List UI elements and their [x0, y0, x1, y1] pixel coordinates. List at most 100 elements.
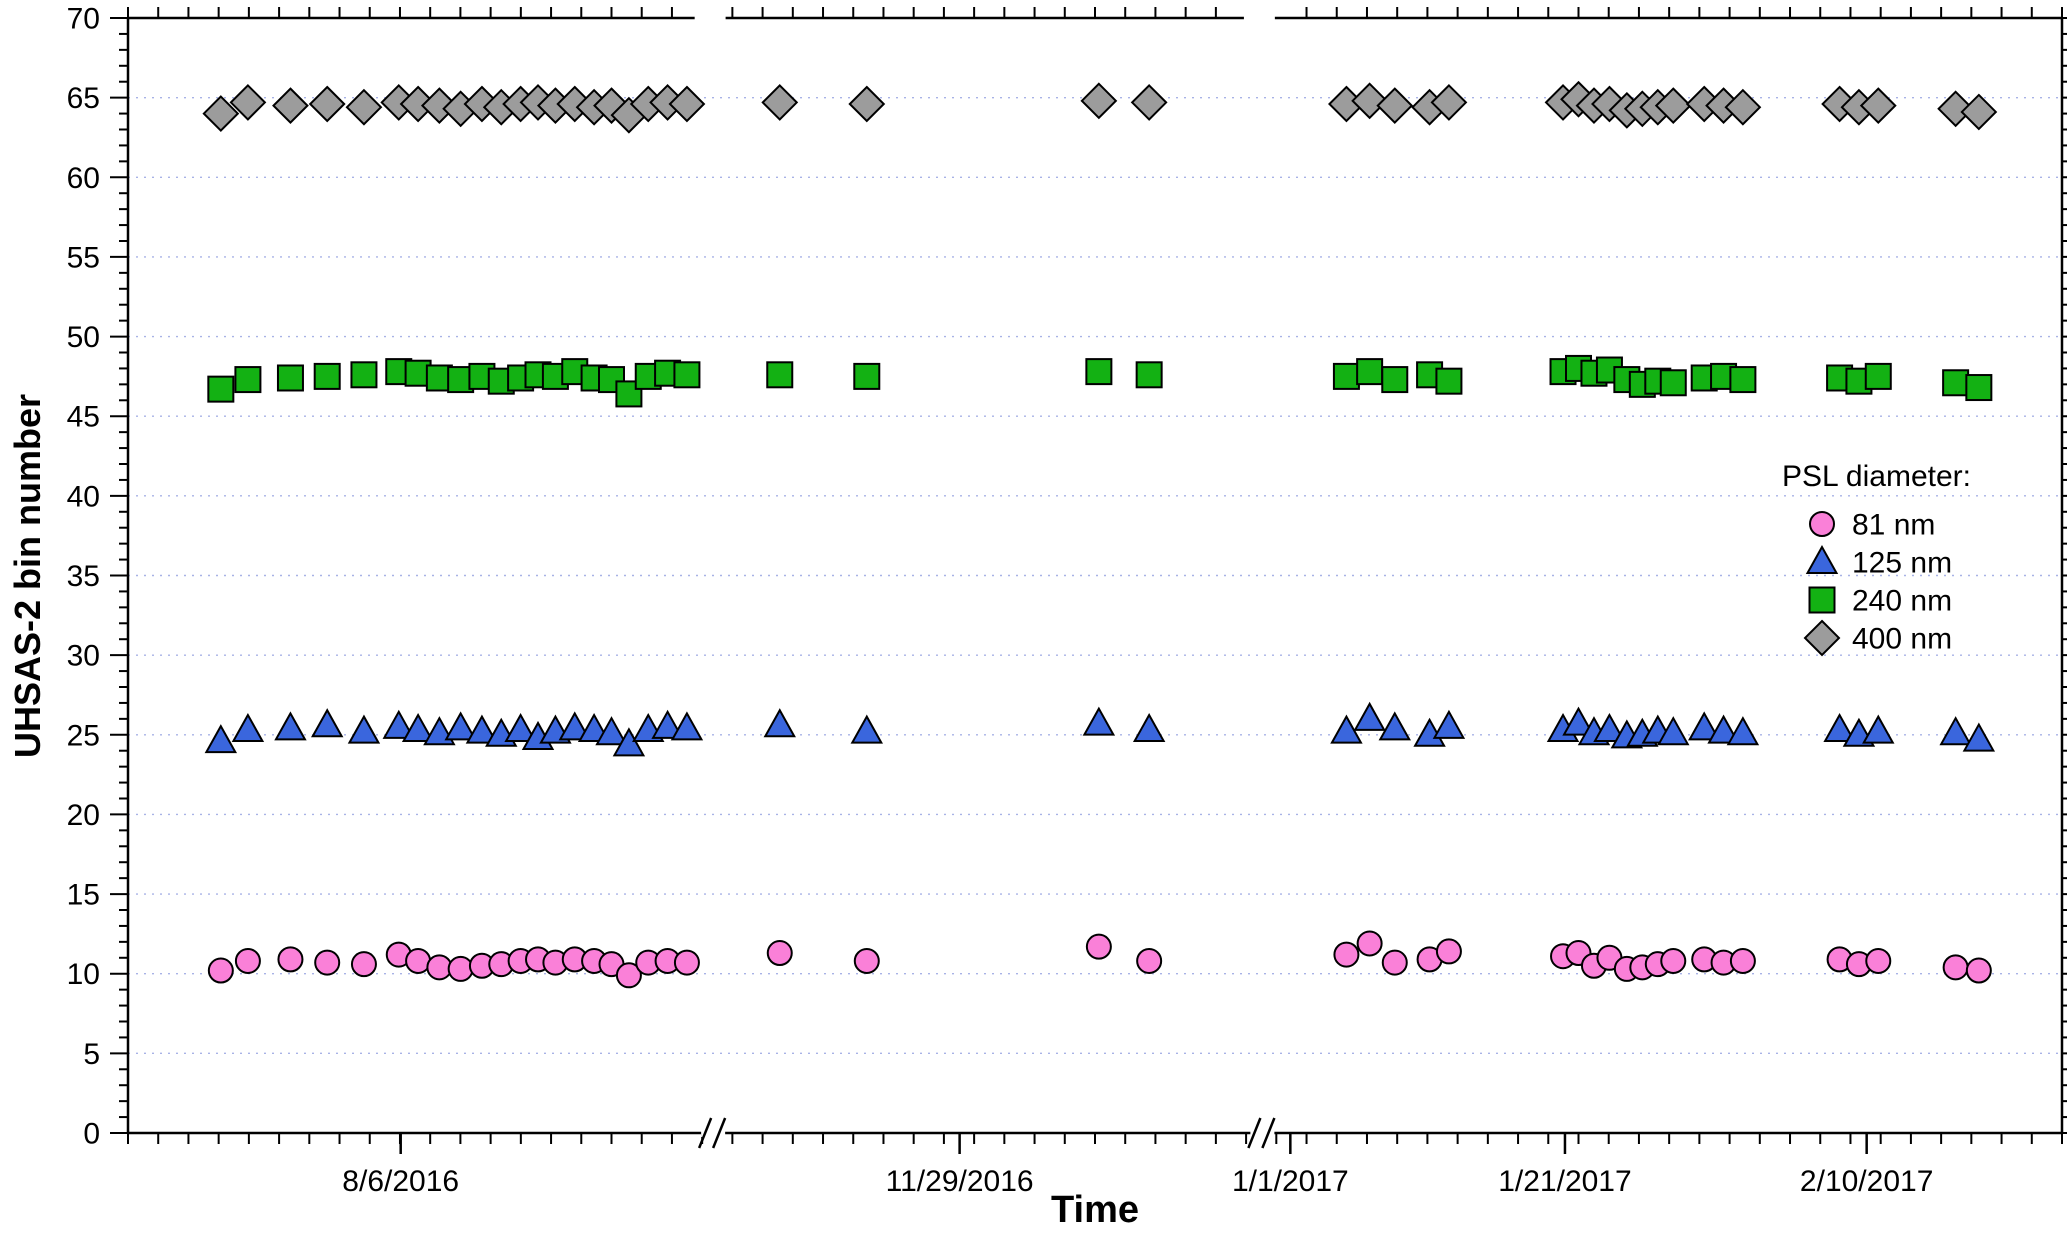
triangle-marker [1805, 544, 1839, 574]
triangle-marker [1330, 714, 1363, 744]
y-tick-label: 70 [67, 3, 100, 36]
legend-entry-label: 400 nm [1852, 623, 1952, 656]
square-marker [853, 362, 881, 390]
triangle-marker [558, 711, 591, 741]
y-tick-label: 60 [67, 162, 100, 195]
axis-break-marks [697, 1117, 1276, 1149]
y-tick-label: 50 [67, 321, 100, 354]
circle-marker [1333, 941, 1360, 968]
triangle-marker [651, 709, 684, 739]
square-marker [1356, 358, 1384, 386]
circle-marker [766, 940, 793, 967]
triangle-marker [1082, 706, 1116, 736]
triangle-marker [204, 724, 238, 754]
circle-marker [350, 951, 377, 978]
triangle-marker [1726, 716, 1760, 746]
square-marker [1435, 367, 1463, 395]
diamond-marker [1080, 82, 1118, 120]
legend-entry: 400 nm [1803, 619, 1952, 657]
triangle-marker [444, 711, 477, 741]
circle-marker [447, 955, 474, 982]
y-tick-label: 40 [67, 480, 100, 513]
y-tick-label: 0 [83, 1118, 100, 1151]
triangle-marker [1353, 701, 1386, 731]
diamond-marker [229, 84, 267, 121]
square-marker [1085, 358, 1113, 386]
circle-marker [1729, 947, 1756, 974]
legend-title: PSL diameter: [1782, 460, 1971, 493]
x-axis-title: Time [1051, 1189, 1139, 1231]
diamond-marker [202, 95, 240, 132]
circle-marker [1381, 949, 1408, 976]
legend-entry-label: 125 nm [1852, 547, 1952, 580]
y-tick-label: 45 [67, 401, 100, 434]
circle-marker [673, 949, 700, 976]
circle-marker [314, 949, 341, 976]
circle-marker [207, 957, 234, 984]
diamond-marker [1960, 93, 1998, 131]
series-400-nm [202, 80, 1998, 134]
triangle-marker [1962, 722, 1996, 752]
square-marker [276, 364, 304, 392]
circle-marker [1965, 957, 1992, 984]
diamond-marker [1430, 84, 1468, 121]
series-81-nm [207, 930, 1992, 989]
triangle-marker [347, 714, 381, 744]
y-tick-label: 25 [67, 719, 100, 752]
diamond-marker [761, 84, 799, 121]
circle-marker [1865, 947, 1892, 974]
y-tick-label: 5 [83, 1038, 100, 1071]
legend-entry: 125 nm [1805, 544, 1952, 580]
series-125-nm [204, 701, 1996, 757]
circle-marker [1435, 938, 1462, 965]
circle-marker [853, 947, 880, 974]
diamond-marker [345, 88, 383, 126]
legend-entry-label: 81 nm [1852, 509, 1935, 542]
triangle-marker [850, 714, 883, 744]
circle-marker [1809, 511, 1835, 537]
triangle-marker [1688, 711, 1721, 741]
square-marker [766, 361, 794, 389]
triangle-marker [274, 711, 307, 741]
x-tick-label: 8/6/2016 [342, 1165, 459, 1198]
triangle-marker [382, 709, 415, 739]
square-marker [234, 366, 262, 394]
x-tick-label: 1/1/2017 [1232, 1165, 1349, 1198]
y-tick-label: 55 [67, 241, 100, 274]
triangle-marker [504, 712, 537, 743]
triangle-marker [1378, 711, 1411, 741]
diamond-marker [272, 87, 309, 125]
square-marker [207, 375, 235, 403]
triangle-marker [1862, 714, 1895, 744]
y-axis-title: UHSAS-2 bin number [7, 394, 48, 758]
data-points [202, 80, 1998, 989]
tick-marks [110, 7, 2067, 1154]
triangle-marker [231, 712, 265, 743]
square-marker [350, 361, 378, 389]
diamond-marker [1803, 619, 1841, 657]
square-marker [1965, 374, 1993, 402]
diamond-marker [848, 85, 886, 123]
y-tick-label: 10 [67, 958, 100, 991]
diamond-marker [1654, 87, 1692, 125]
square-marker [1864, 362, 1892, 390]
square-marker [1942, 369, 1970, 397]
legend-entry: 240 nm [1808, 585, 1952, 618]
triangle-marker [1939, 716, 1972, 746]
square-marker [673, 361, 701, 389]
square-marker [1332, 362, 1360, 390]
y-tick-label: 15 [67, 879, 100, 912]
triangle-marker [1707, 714, 1740, 744]
circle-marker [1660, 947, 1687, 974]
square-marker [313, 362, 341, 390]
triangle-marker [310, 708, 344, 738]
y-tick-label: 20 [67, 799, 100, 832]
triangle-marker [612, 727, 646, 757]
circle-marker [1085, 933, 1112, 960]
x-tick-label: 2/10/2017 [1800, 1165, 1933, 1198]
legend: 81 nm 125 nm 240 nm 400 nm [1803, 509, 1952, 657]
circle-marker [405, 947, 432, 974]
circle-marker [277, 946, 304, 973]
triangle-marker [1823, 712, 1856, 743]
